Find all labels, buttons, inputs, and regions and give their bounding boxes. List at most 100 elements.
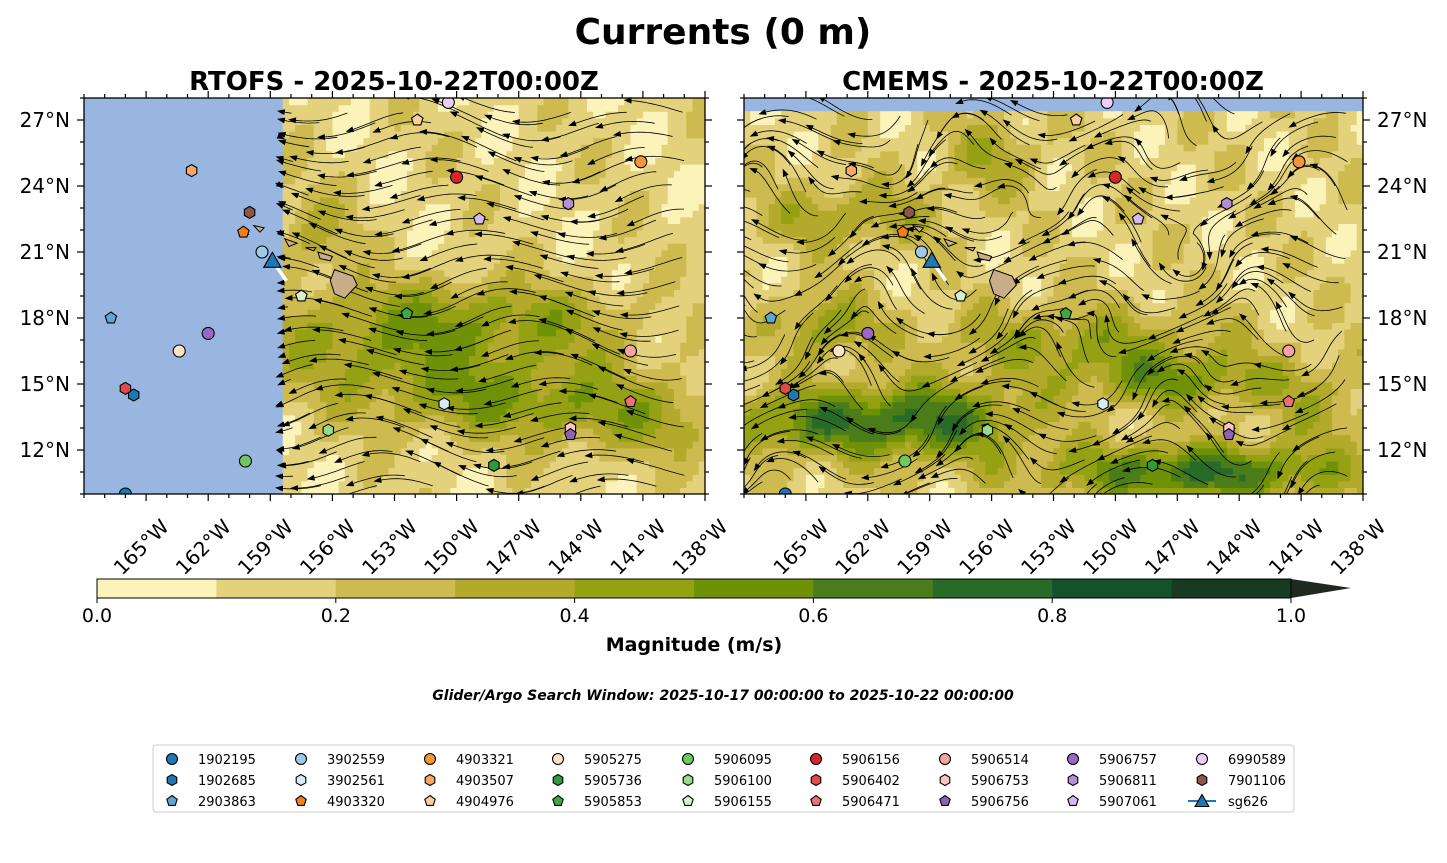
- legend-label: 5905275: [584, 753, 642, 768]
- legend-marker-5906756: [939, 794, 951, 806]
- float-marker-4903507: [185, 163, 198, 178]
- rtofs-hawaii-islands: [243, 224, 358, 299]
- y-tick-label: 27°N: [1377, 108, 1427, 132]
- legend-label: 7901106: [1228, 774, 1286, 789]
- island-shape: [305, 247, 317, 252]
- island-shape: [964, 247, 977, 252]
- legend-marker-3902561: [295, 773, 307, 787]
- float-marker-5907061: [1131, 212, 1145, 225]
- legend-label: 4903320: [327, 795, 385, 810]
- float-marker-5906402: [779, 381, 792, 396]
- x-tick-label: 138°W: [1326, 514, 1391, 579]
- island-shape: [988, 268, 1017, 299]
- glider-marker-sg626: [922, 251, 942, 268]
- colorbar-segment: [932, 579, 1053, 598]
- legend-label: 1902685: [198, 774, 256, 789]
- colorbar-segment: [1052, 579, 1173, 598]
- x-tick-label: 144°W: [543, 514, 608, 579]
- x-tick-label: 165°W: [768, 514, 833, 579]
- legend-item-5905736: 5905736: [552, 773, 642, 789]
- legend-label: 2903863: [198, 795, 256, 810]
- float-marker-5906757: [201, 326, 215, 340]
- y-tick-label: 21°N: [1377, 240, 1427, 264]
- float-marker-1902195: [118, 487, 132, 494]
- float-marker-5905736: [488, 458, 500, 473]
- colorbar-extend-arrow: [1291, 579, 1351, 598]
- legend-item-5906100: 5906100: [682, 773, 772, 789]
- legend-marker-5906753: [939, 773, 951, 787]
- y-tick-label: 27°N: [20, 108, 70, 132]
- legend-label: 6990589: [1228, 753, 1286, 768]
- x-tick-label: 141°W: [1264, 514, 1329, 579]
- legend-marker-1902685: [166, 773, 178, 787]
- x-tick-label: 156°W: [954, 514, 1019, 579]
- cmems-panel: CMEMS - 2025-10-22T00:00Z 165°W162°W159°…: [737, 67, 1427, 580]
- float-marker-3902559: [255, 245, 269, 259]
- legend-marker-5906471: [810, 794, 822, 806]
- float-marker-5906156: [450, 170, 464, 184]
- colorbar-tick-label: 0.2: [321, 605, 351, 627]
- legend-item-2903863: 2903863: [166, 794, 256, 810]
- float-marker-3902561: [1097, 397, 1109, 411]
- legend-label: 5906155: [714, 795, 772, 810]
- legend-item-6990589: 6990589: [1195, 752, 1286, 768]
- legend-label: 5906156: [842, 753, 900, 768]
- x-tick-label: 147°W: [481, 514, 546, 579]
- y-tick-label: 15°N: [1377, 372, 1427, 396]
- legend-marker-5906811: [1067, 773, 1079, 787]
- legend-item-5906402: 5906402: [810, 773, 900, 789]
- float-marker-5906756: [1222, 427, 1236, 441]
- legend-item-sg626: sg626: [1188, 793, 1268, 810]
- cmems-magnitude-field: [744, 111, 1363, 494]
- legend-marker-1902195: [165, 752, 179, 766]
- legend-marker-2903863: [166, 794, 178, 806]
- legend-item-5907061: 5907061: [1067, 794, 1157, 810]
- y-tick-label: 12°N: [20, 438, 70, 462]
- colorbar-segment: [694, 579, 814, 598]
- float-marker-5906514: [1282, 344, 1296, 358]
- legend-item-5906095: 5906095: [681, 752, 772, 768]
- float-marker-4904976: [1069, 113, 1083, 126]
- float-marker-5905275: [832, 344, 846, 358]
- y-tick-label: 18°N: [1377, 306, 1427, 330]
- legend-label: 5906100: [714, 774, 772, 789]
- x-tick-label: 144°W: [1202, 514, 1267, 579]
- legend-label: sg626: [1228, 795, 1268, 810]
- float-marker-5906471: [1282, 394, 1296, 408]
- float-marker-4903320: [237, 225, 250, 238]
- legend-label: 4903507: [456, 774, 514, 789]
- legend-label: 4904976: [456, 795, 514, 810]
- float-marker-5905853: [400, 306, 414, 320]
- x-tick-label: 150°W: [419, 514, 484, 579]
- colorbar-tick-label: 0.6: [798, 605, 828, 627]
- y-tick-label: 21°N: [20, 240, 70, 264]
- legend-label: 3902559: [327, 753, 385, 768]
- legend-item-5906811: 5906811: [1067, 773, 1157, 789]
- float-marker-4903321: [634, 155, 648, 169]
- legend-item-5906757: 5906757: [1066, 752, 1157, 768]
- legend-label: 5906753: [971, 774, 1029, 789]
- rtofs-streamlines: [274, 98, 685, 494]
- float-marker-2903863: [764, 311, 778, 324]
- legend-marker-3902559: [294, 752, 308, 766]
- float-marker-5905736: [1146, 458, 1159, 473]
- legend-item-5906156: 5906156: [809, 752, 900, 768]
- legend-label: 5905853: [584, 795, 642, 810]
- float-marker-5906756: [564, 427, 577, 441]
- y-tick-label: 12°N: [1377, 438, 1427, 462]
- float-marker-3902559: [914, 245, 928, 259]
- legend-marker-4904976: [424, 794, 436, 806]
- x-tick-label: 153°W: [1016, 514, 1081, 579]
- legend-marker-6990589: [1195, 752, 1209, 766]
- legend-label: 5906756: [971, 795, 1029, 810]
- legend-item-3902561: 3902561: [295, 773, 385, 789]
- float-marker-7901106: [243, 205, 256, 220]
- legend-label: 1902195: [198, 753, 256, 768]
- legend-marker-5906402: [810, 773, 822, 787]
- float-marker-5905275: [172, 344, 186, 358]
- x-tick-label: 162°W: [171, 514, 236, 579]
- legend-marker-sg626: [1194, 793, 1210, 808]
- legend-label: 5906095: [714, 753, 772, 768]
- y-tick-label: 24°N: [1377, 174, 1427, 198]
- legend-marker-5905853: [552, 794, 564, 806]
